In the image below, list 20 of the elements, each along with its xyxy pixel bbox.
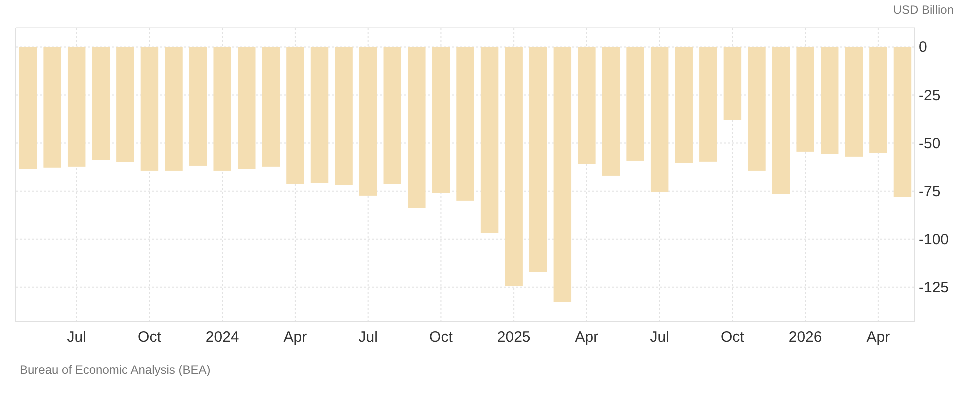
x-tick-label: Oct	[721, 329, 746, 346]
y-axis-title: USD Billion	[893, 3, 954, 17]
x-tick-label: Oct	[138, 329, 162, 346]
x-tick-label: Jul	[67, 329, 86, 346]
x-tick-label: Jul	[650, 329, 670, 346]
x-tick-label: 2026	[788, 329, 822, 346]
y-tick-label: -50	[919, 135, 941, 152]
y-tick-label: -75	[919, 183, 941, 200]
x-tick-label: Apr	[284, 329, 308, 346]
x-tick-label: Jul	[358, 329, 378, 346]
x-tick-label: 2024	[206, 329, 240, 346]
text: Bureau of Economic Analysis (BEA)	[20, 363, 211, 377]
y-tick-label: 0	[919, 39, 928, 56]
x-tick-label: Apr	[866, 329, 890, 346]
x-tick-label: Apr	[575, 329, 599, 346]
y-tick-label: -25	[919, 87, 941, 104]
y-tick-label: -100	[919, 231, 950, 248]
y-tick-label: -125	[919, 279, 950, 296]
x-tick-label: 2025	[497, 329, 531, 346]
x-tick-label: Oct	[430, 329, 454, 346]
